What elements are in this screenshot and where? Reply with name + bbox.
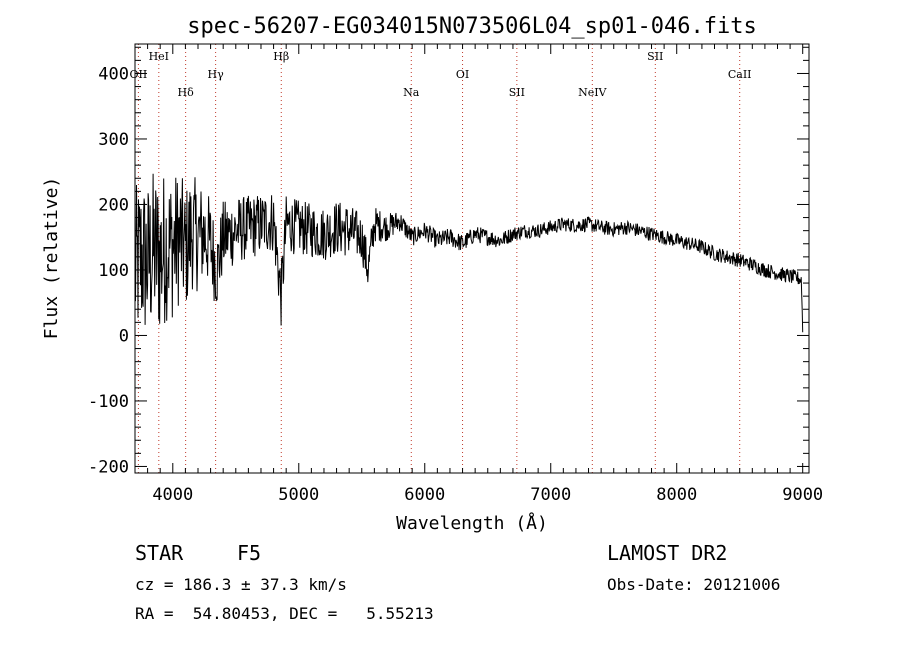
line-label: Hδ [178,86,195,99]
obs-date: Obs-Date: 20121006 [607,575,781,594]
line-label: SII [647,50,663,63]
x-tick-label: 9000 [782,485,823,505]
object-subclass: F5 [237,541,262,565]
line-label: NeIV [578,86,607,99]
redshift-readout: cz = 186.3 ± 37.3 km/s [135,575,347,594]
line-label: OI [456,68,469,81]
line-label: Hβ [273,50,289,63]
spectrum-line [134,173,804,333]
x-tick-label: 6000 [404,485,445,505]
x-tick-label: 7000 [530,485,571,505]
coordinates: RA = 54.80453, DEC = 5.55213 [135,604,434,623]
chart-title: spec-56207-EG034015N073506L04_sp01-046.f… [187,14,757,39]
x-axis-label: Wavelength (Å) [396,512,548,534]
spectrum-series [134,173,804,333]
survey-name: LAMOST DR2 [607,541,728,565]
line-label: CaII [728,68,752,81]
y-tick-label: 100 [98,261,129,281]
x-tick-label: 8000 [656,485,697,505]
y-tick-label: 300 [98,130,129,150]
y-tick-label: 0 [119,326,129,346]
line-label: HeI [149,50,169,63]
line-label: Na [403,86,420,99]
x-tick-label: 4000 [152,485,193,505]
object-class: STAR [135,541,184,565]
y-tick-label: 400 [98,64,129,84]
x-tick-label: 5000 [278,485,319,505]
y-tick-label: 200 [98,195,129,215]
y-tick-label: -200 [88,457,129,477]
y-axis-label: Flux (relative) [41,177,62,340]
line-label: Hγ [208,68,225,81]
y-tick-label: -100 [88,392,129,412]
axis-ticks: 4000 5000 6000 7000 8000 9000 -200 -100 0 100 200 3… [88,44,823,505]
line-label: SII [509,86,525,99]
plot-frame [134,43,810,474]
line-label: OII [130,68,148,81]
